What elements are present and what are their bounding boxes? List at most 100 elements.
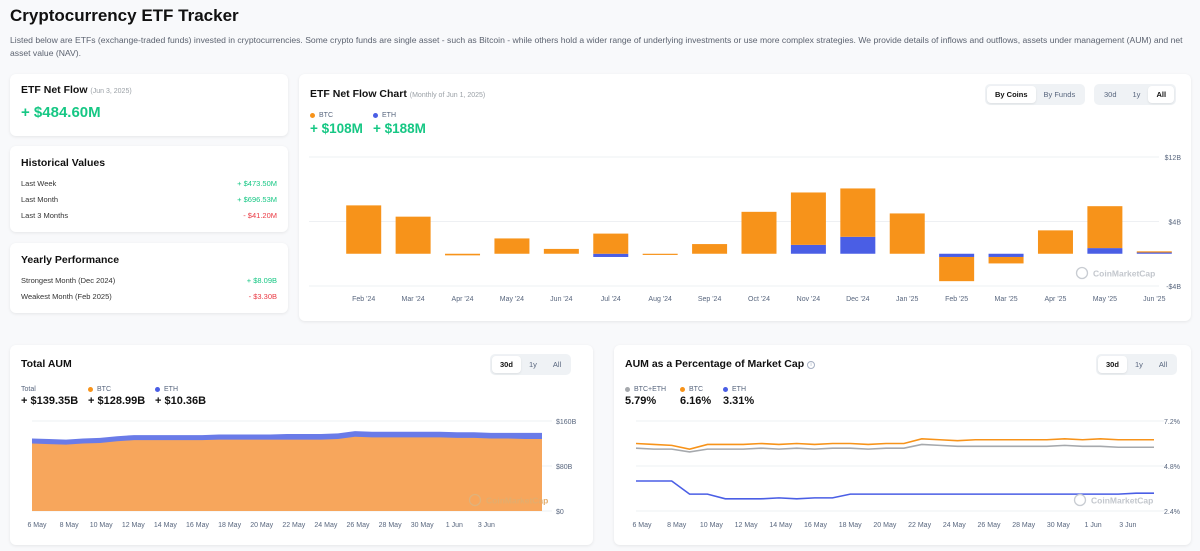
aum-percentage-chart: 6 May 8 May 10 May 12 May 14 May 16 May 18 May… (632, 419, 1180, 529)
by-funds-button[interactable]: By Funds (1043, 90, 1076, 99)
btc-dot-icon (88, 387, 93, 392)
x-tick-label: 20 May (250, 522, 273, 529)
btc-bar[interactable] (790, 192, 826, 245)
btc-bar[interactable] (395, 216, 431, 254)
x-tick-label: Aug '24 (648, 296, 672, 303)
pct-range-selector: 30d 1y All (1096, 354, 1178, 375)
aum-range-1y-button[interactable]: 1y (528, 360, 537, 369)
pct-range-all-button[interactable]: All (1158, 360, 1168, 369)
eth-bar[interactable] (988, 253, 1024, 257)
x-tick-label: 8 May (667, 522, 687, 529)
btc-bar[interactable] (889, 213, 925, 254)
btc-bar[interactable] (840, 188, 876, 237)
x-tick-label: 22 May (908, 522, 931, 529)
pct-legend-btc-eth: BTC+ETH 5.79% (625, 386, 667, 407)
btc-bar[interactable] (988, 256, 1024, 264)
y-tick-label: 7.2% (1164, 419, 1180, 426)
x-tick-label: 28 May (1012, 522, 1035, 529)
btc-bar[interactable] (1037, 230, 1073, 254)
btc-bar[interactable] (642, 253, 678, 255)
btc-bar[interactable] (1136, 251, 1172, 253)
eth-bar[interactable] (1087, 248, 1123, 254)
btc-bar[interactable] (692, 244, 728, 254)
x-tick-label: 28 May (379, 522, 402, 529)
range-1y-button[interactable]: 1y (1132, 90, 1141, 99)
x-tick-label: 3 Jun (1119, 522, 1136, 529)
coinmarketcap-logo-icon (468, 493, 482, 507)
x-tick-label: Dec '24 (846, 296, 870, 303)
x-tick-label: 22 May (282, 522, 305, 529)
x-tick-label: 10 May (90, 522, 113, 529)
total-aum-chart: 6 May 8 May 10 May 12 May 14 May 16 May 18 May… (27, 419, 576, 529)
btc-bar[interactable] (939, 256, 975, 282)
flow-legend-eth: ETH + $188M (373, 112, 426, 136)
x-tick-label: Apr '24 (452, 296, 474, 303)
x-tick-label: 16 May (186, 522, 209, 529)
x-tick-label: 6 May (27, 522, 47, 529)
eth-bar[interactable] (593, 253, 629, 257)
x-tick-label: Feb '25 (945, 296, 968, 303)
historical-row: Last 3 Months - $41.20M (21, 211, 277, 220)
page-title: Cryptocurrency ETF Tracker (10, 6, 239, 25)
page-header: Cryptocurrency ETF Tracker Listed below … (10, 6, 1190, 60)
pct-range-30d-button[interactable]: 30d (1098, 356, 1127, 373)
x-tick-label: 8 May (60, 522, 80, 529)
btc-eth-line (635, 443, 1154, 453)
x-tick-label: 26 May (347, 522, 370, 529)
x-tick-label: 10 May (700, 522, 723, 529)
btc-bar[interactable] (494, 238, 530, 254)
pct-range-1y-button[interactable]: 1y (1134, 360, 1143, 369)
range-all-button[interactable]: All (1148, 86, 1175, 103)
x-tick-label: Feb '24 (352, 296, 375, 303)
eth-bar[interactable] (939, 253, 975, 257)
x-tick-label: 30 May (411, 522, 434, 529)
aum-range-all-button[interactable]: All (552, 360, 562, 369)
x-tick-label: 1 Jun (446, 522, 463, 529)
yearly-row: Weakest Month (Feb 2025) - $3.30B (21, 292, 277, 301)
y-tick-label: -$4B (1166, 284, 1181, 291)
net-flow-chart-card: ETF Net Flow Chart (Monthly of Jun 1, 20… (299, 74, 1191, 321)
flow-legend-btc: BTC + $108M (310, 112, 363, 136)
aum-range-30d-button[interactable]: 30d (492, 356, 521, 373)
btc-bar[interactable] (593, 233, 629, 254)
x-tick-label: 3 Jun (478, 522, 495, 529)
eth-bar[interactable] (1136, 252, 1172, 254)
watermark: CoinMarketCap (1075, 266, 1155, 280)
yearly-row: Strongest Month (Dec 2024) + $8.09B (21, 276, 277, 285)
btc-line (635, 438, 1154, 450)
btc-bar[interactable] (346, 205, 382, 254)
flow-range-selector: 30d 1y All (1094, 84, 1177, 105)
net-flow-card: ETF Net Flow (Jun 3, 2025) + $484.60M (10, 74, 288, 136)
view-toggle: By Coins By Funds (985, 84, 1086, 105)
y-tick-label: 4.8% (1164, 464, 1180, 471)
x-tick-label: Jun '24 (550, 296, 572, 303)
x-tick-label: Oct '24 (748, 296, 770, 303)
by-coins-button[interactable]: By Coins (987, 86, 1036, 103)
aum-percentage-card: AUM as a Percentage of Market Cap i 30d … (614, 345, 1191, 545)
y-tick-label: $80B (556, 464, 573, 471)
historical-title: Historical Values (21, 157, 106, 169)
x-tick-label: 30 May (1047, 522, 1070, 529)
net-flow-value: + $484.60M (21, 104, 101, 121)
page-description: Listed below are ETFs (exchange-traded f… (10, 35, 1183, 58)
info-icon[interactable]: i (807, 361, 816, 369)
btc-bar[interactable] (741, 211, 777, 254)
eth-bar[interactable] (840, 236, 876, 254)
net-flow-date: (Jun 3, 2025) (90, 88, 132, 95)
aum-range-selector: 30d 1y All (490, 354, 572, 375)
x-tick-label: Jul '24 (601, 296, 621, 303)
btc-bar[interactable] (543, 248, 579, 254)
x-tick-label: 24 May (943, 522, 966, 529)
y-tick-label: $12B (1165, 155, 1182, 162)
x-tick-label: May '25 (1093, 296, 1117, 303)
btc-bar[interactable] (1087, 206, 1123, 249)
btc-area (32, 436, 542, 511)
btc-dot-icon (680, 387, 685, 392)
x-tick-label: 24 May (314, 522, 337, 529)
btc-dot-icon (310, 113, 315, 118)
historical-row: Last Week + $473.50M (21, 179, 277, 188)
btc-bar[interactable] (445, 253, 481, 256)
eth-bar[interactable] (790, 244, 826, 254)
range-30d-button[interactable]: 30d (1104, 90, 1117, 99)
coinmarketcap-logo-icon (1075, 266, 1089, 280)
